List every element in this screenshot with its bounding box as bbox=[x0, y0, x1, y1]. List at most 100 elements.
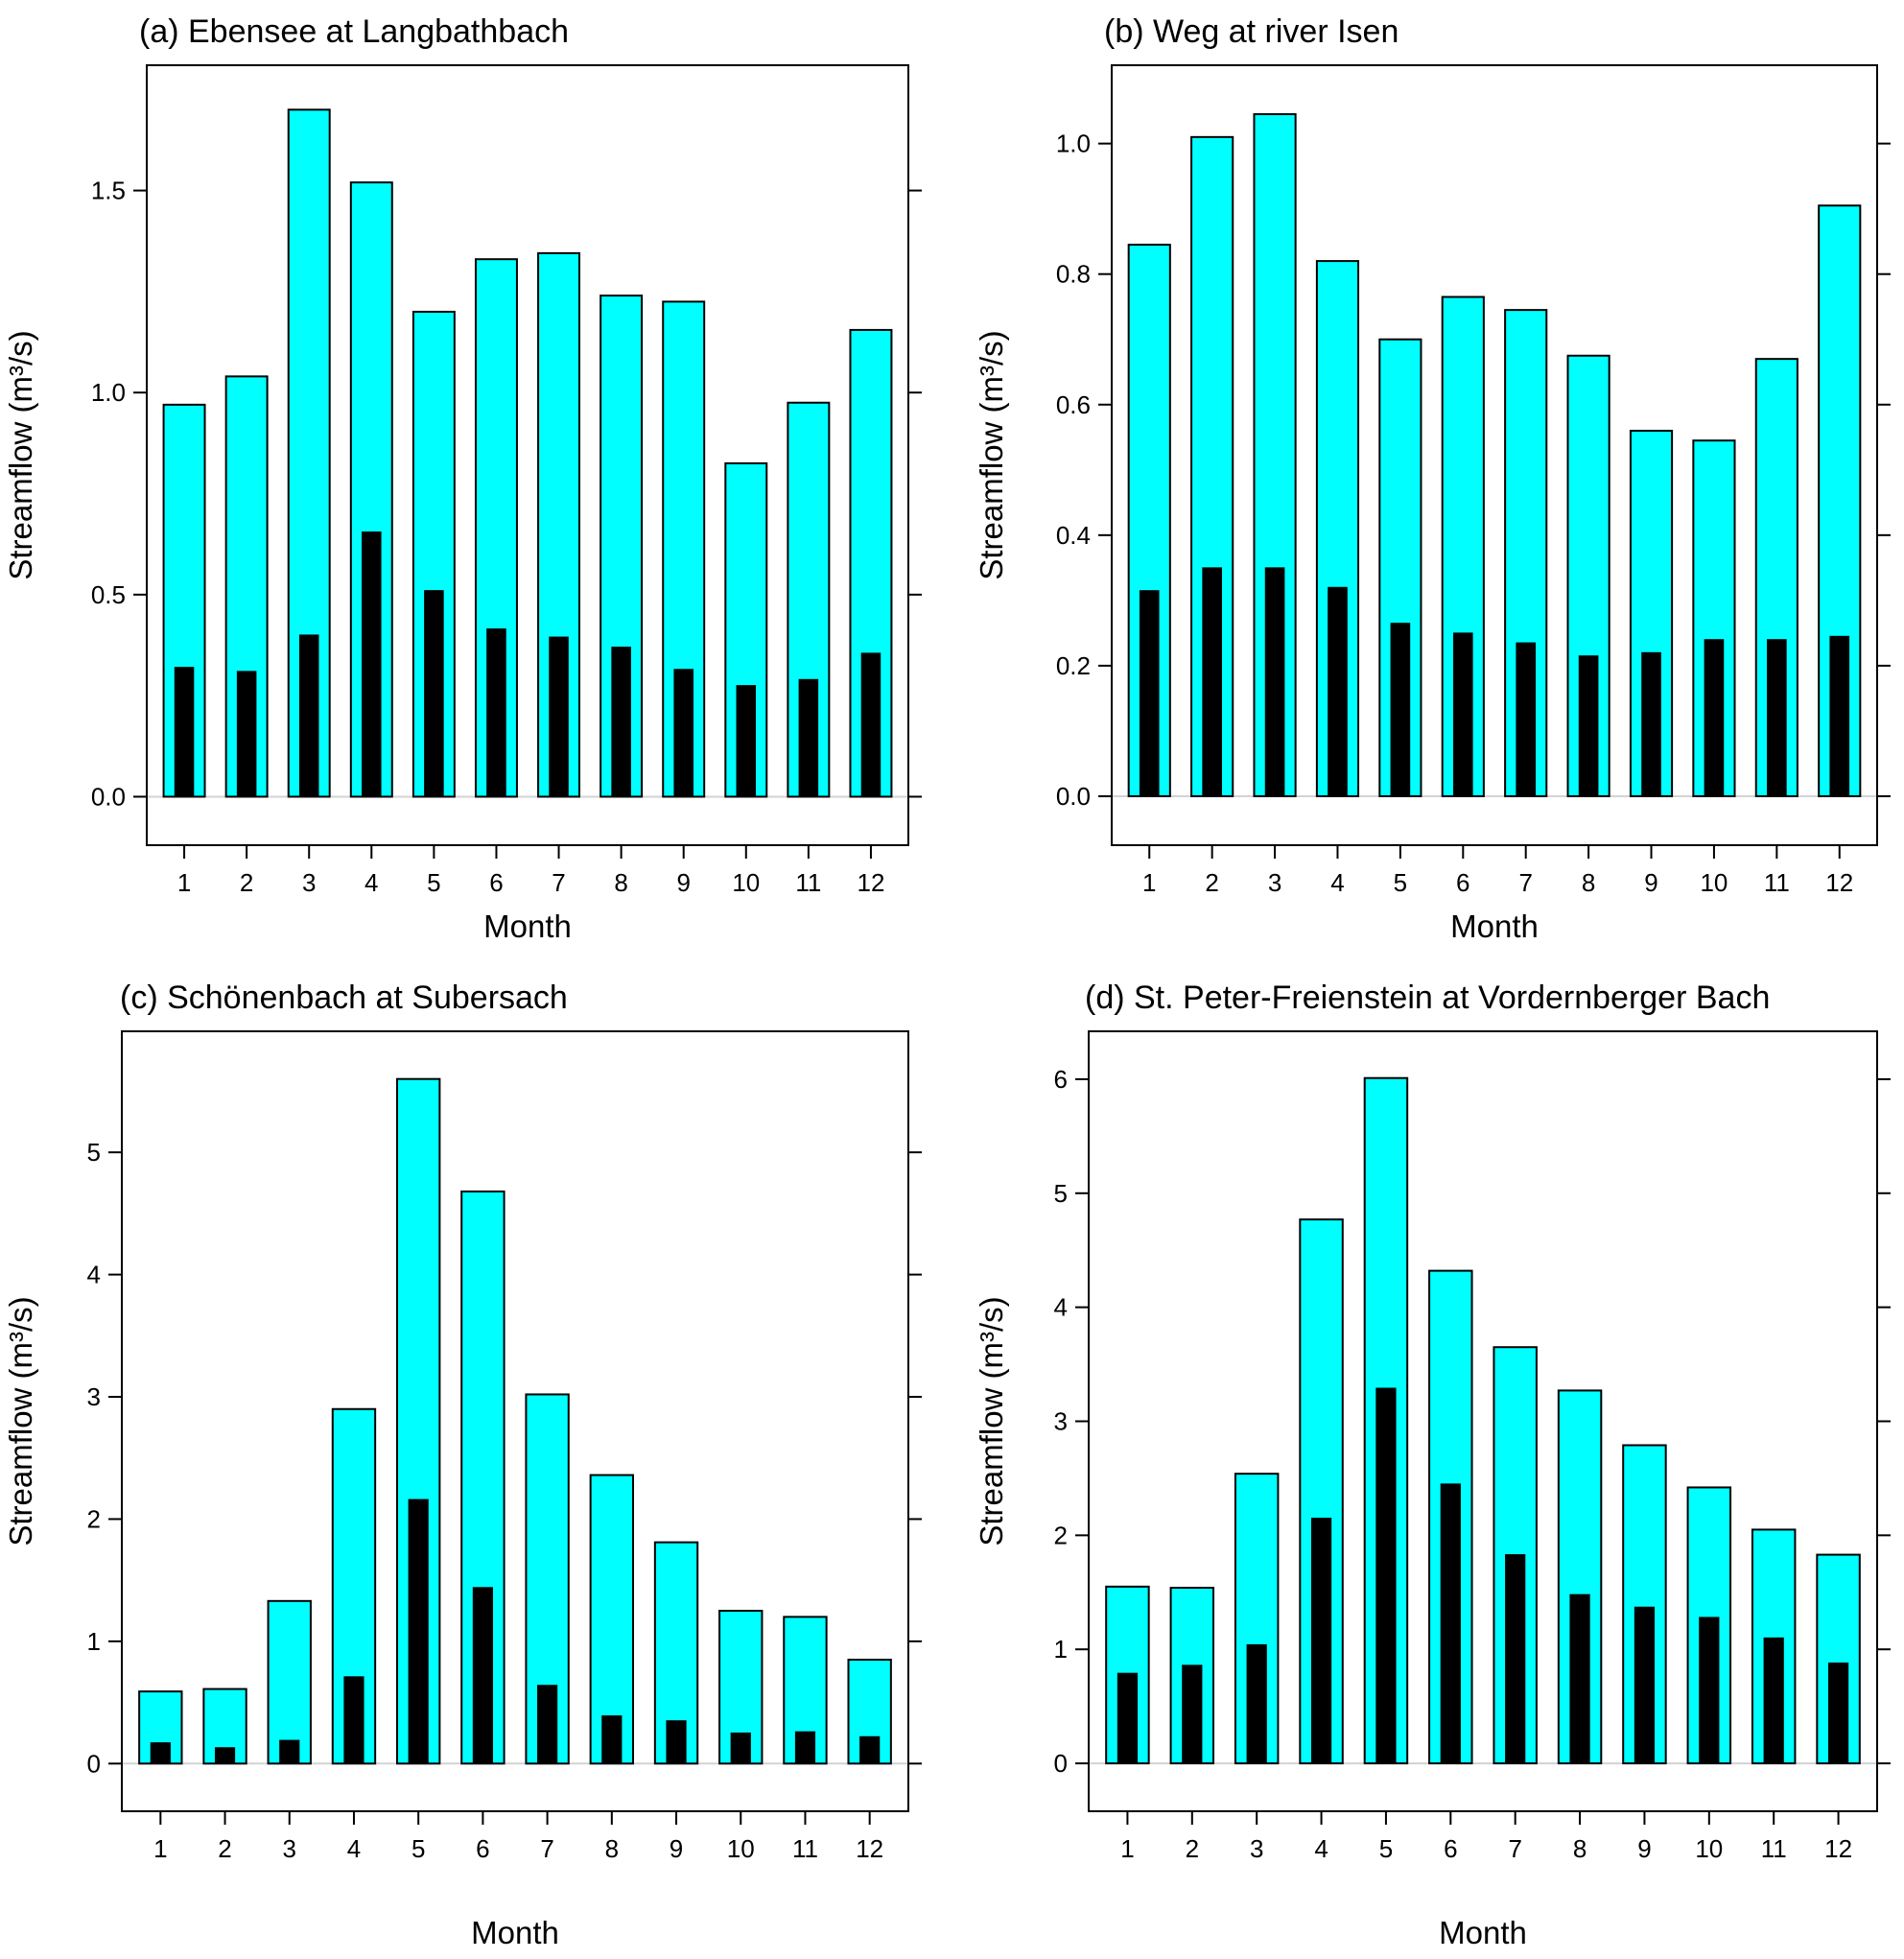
bar-inner-month-10 bbox=[1699, 1617, 1720, 1764]
y-axis-title: Streamflow (m³/s) bbox=[974, 1296, 1009, 1546]
panel-title: (c) Schönenbach at Subersach bbox=[120, 980, 568, 1016]
x-tick-label: 5 bbox=[1394, 868, 1407, 897]
bar-inner-month-4 bbox=[1328, 586, 1348, 797]
y-axis-title: Streamflow (m³/s) bbox=[3, 1296, 38, 1546]
bar-inner-month-5 bbox=[408, 1499, 429, 1764]
x-tick-label: 1 bbox=[1142, 868, 1156, 897]
x-axis-title: Month bbox=[1439, 1915, 1527, 1950]
x-tick-label: 5 bbox=[411, 1834, 425, 1863]
y-tick-label: 0.6 bbox=[1056, 390, 1091, 419]
bar-inner-month-1 bbox=[1139, 590, 1160, 797]
y-tick-label: 0.0 bbox=[1056, 782, 1091, 811]
bar-inner-month-12 bbox=[859, 1735, 881, 1764]
x-tick-label: 5 bbox=[427, 868, 440, 897]
bar-inner-month-7 bbox=[1505, 1554, 1526, 1764]
y-tick-label: 0.2 bbox=[1056, 651, 1091, 680]
bar-inner-month-4 bbox=[1310, 1518, 1332, 1764]
panel-title: (a) Ebensee at Langbathbach bbox=[139, 13, 569, 50]
y-tick-label: 2 bbox=[1054, 1521, 1068, 1549]
y-tick-label: 5 bbox=[87, 1138, 101, 1167]
bar-inner-month-6 bbox=[1440, 1483, 1461, 1764]
x-tick-label: 2 bbox=[1186, 1834, 1199, 1863]
bar-inner-month-7 bbox=[549, 636, 569, 797]
panel-title: (d) St. Peter-Freienstein at Vordernberg… bbox=[1085, 980, 1770, 1016]
y-tick-label: 5 bbox=[1054, 1179, 1068, 1208]
x-tick-label: 3 bbox=[302, 868, 316, 897]
y-tick-label: 0 bbox=[1054, 1749, 1068, 1778]
x-tick-label: 10 bbox=[1700, 868, 1728, 897]
x-tick-label: 5 bbox=[1379, 1834, 1393, 1863]
y-tick-label: 0.8 bbox=[1056, 260, 1091, 289]
x-tick-label: 12 bbox=[1824, 1834, 1852, 1863]
y-tick-label: 1.5 bbox=[91, 177, 126, 205]
bar-inner-month-11 bbox=[794, 1731, 816, 1764]
x-tick-label: 7 bbox=[1508, 1834, 1521, 1863]
x-tick-label: 9 bbox=[670, 1834, 683, 1863]
x-tick-label: 3 bbox=[283, 1834, 296, 1863]
bar-outer-month-1 bbox=[138, 1690, 183, 1765]
y-tick-label: 4 bbox=[1054, 1293, 1068, 1322]
bar-inner-month-4 bbox=[343, 1676, 364, 1764]
bar-inner-month-3 bbox=[1246, 1643, 1267, 1764]
bar-inner-month-3 bbox=[1264, 567, 1285, 797]
x-tick-label: 10 bbox=[1695, 1834, 1723, 1863]
bar-inner-month-8 bbox=[1578, 655, 1599, 797]
panel-title: (b) Weg at river Isen bbox=[1104, 13, 1399, 50]
panel-a: 0.00.51.01.51 2 3 4 5 6 7 8 9 10 11 12(a) Ebensee a… bbox=[3, 13, 922, 944]
x-tick-label: 2 bbox=[1205, 868, 1218, 897]
y-tick-label: 2 bbox=[87, 1504, 101, 1533]
bar-inner-month-12 bbox=[860, 652, 881, 797]
x-tick-label: 3 bbox=[1268, 868, 1281, 897]
y-tick-label: 0.5 bbox=[91, 580, 126, 609]
bar-inner-month-2 bbox=[236, 671, 257, 797]
bar-outer-month-3 bbox=[267, 1599, 312, 1765]
y-tick-label: 6 bbox=[1054, 1065, 1068, 1094]
x-tick-label: 1 bbox=[177, 868, 191, 897]
x-tick-label: 8 bbox=[1573, 1834, 1587, 1863]
x-tick-label: 9 bbox=[1644, 868, 1657, 897]
x-tick-label: 8 bbox=[605, 1834, 619, 1863]
bar-inner-month-12 bbox=[1829, 635, 1850, 797]
bar-inner-month-10 bbox=[1704, 639, 1725, 797]
x-tick-label: 12 bbox=[857, 868, 884, 897]
x-tick-label: 4 bbox=[1314, 1834, 1328, 1863]
x-tick-label: 6 bbox=[489, 868, 503, 897]
bar-inner-month-5 bbox=[424, 590, 444, 797]
x-tick-label: 3 bbox=[1250, 1834, 1263, 1863]
bar-inner-month-11 bbox=[1767, 639, 1787, 797]
plot-frame bbox=[146, 64, 909, 846]
bar-inner-month-2 bbox=[1202, 567, 1222, 797]
plot-frame bbox=[1111, 64, 1878, 846]
x-tick-label: 9 bbox=[1637, 1834, 1651, 1863]
panel-b: 0.00.20.40.60.81.01 2 3 4 5 6 7 8 9 10 11 12(b) Weg… bbox=[974, 13, 1891, 944]
x-tick-label: 2 bbox=[240, 868, 253, 897]
plot-frame bbox=[121, 1030, 909, 1812]
y-tick-label: 4 bbox=[87, 1261, 101, 1289]
bar-inner-month-9 bbox=[1634, 1606, 1656, 1764]
y-tick-label: 0.4 bbox=[1056, 521, 1091, 550]
y-tick-label: 3 bbox=[87, 1382, 101, 1411]
bar-inner-month-3 bbox=[298, 634, 319, 797]
x-tick-label: 8 bbox=[614, 868, 627, 897]
x-tick-label: 11 bbox=[792, 1834, 818, 1863]
bar-inner-month-11 bbox=[1763, 1637, 1784, 1764]
bar-inner-month-8 bbox=[1569, 1593, 1590, 1764]
x-tick-label: 6 bbox=[1444, 1834, 1457, 1863]
x-tick-label: 1 bbox=[153, 1834, 167, 1863]
x-axis-title: Month bbox=[483, 909, 572, 944]
x-tick-label: 4 bbox=[364, 868, 378, 897]
bar-inner-month-5 bbox=[1390, 623, 1411, 797]
bar-inner-month-7 bbox=[537, 1685, 558, 1764]
bar-inner-month-9 bbox=[673, 669, 693, 797]
bar-inner-month-8 bbox=[611, 647, 631, 797]
x-tick-label: 7 bbox=[1518, 868, 1532, 897]
y-axis-title: Streamflow (m³/s) bbox=[974, 330, 1009, 579]
y-tick-label: 1 bbox=[87, 1627, 101, 1656]
bar-inner-month-1 bbox=[1117, 1672, 1139, 1764]
bar-inner-month-10 bbox=[730, 1732, 751, 1764]
x-tick-label: 11 bbox=[795, 868, 821, 897]
bar-inner-month-9 bbox=[666, 1720, 687, 1764]
